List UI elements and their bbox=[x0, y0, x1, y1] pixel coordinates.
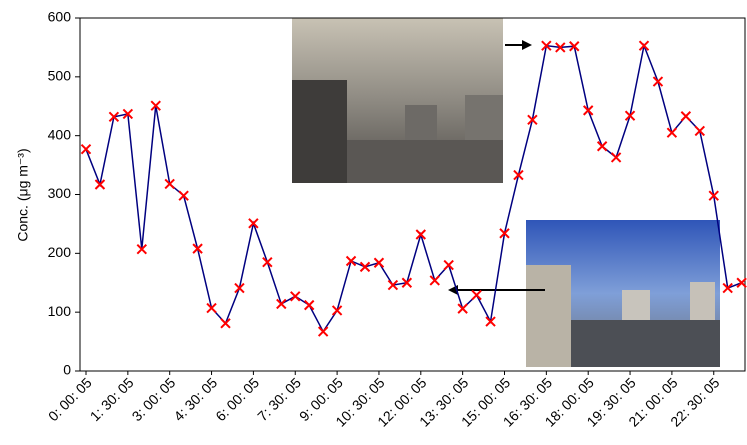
chart: Conc. (μg m⁻³) 0 100 200 300 400 500 600 0: 00:… bbox=[0, 0, 747, 445]
data-marker bbox=[416, 230, 425, 239]
data-marker bbox=[667, 128, 676, 137]
data-marker bbox=[472, 291, 481, 300]
y-tick-label: 200 bbox=[48, 244, 72, 260]
data-marker bbox=[347, 256, 356, 265]
data-marker bbox=[82, 145, 91, 154]
data-marker bbox=[319, 327, 328, 336]
clear-photo bbox=[526, 220, 720, 367]
data-marker bbox=[305, 301, 314, 310]
data-marker bbox=[374, 258, 383, 267]
data-marker bbox=[263, 258, 272, 267]
y-tick-label: 100 bbox=[48, 303, 72, 319]
data-marker bbox=[444, 261, 453, 270]
data-marker bbox=[653, 77, 662, 86]
data-marker bbox=[458, 304, 467, 313]
data-marker bbox=[333, 306, 342, 315]
x-tick-label: 4: 30: 05 bbox=[170, 374, 220, 424]
data-marker bbox=[291, 292, 300, 301]
y-tick-label: 600 bbox=[48, 9, 72, 25]
y-tick-label: 500 bbox=[48, 68, 72, 84]
y-tick-label: 400 bbox=[48, 126, 72, 142]
x-tick-label: 0: 00: 05 bbox=[45, 374, 95, 424]
data-marker bbox=[221, 319, 230, 328]
data-marker bbox=[361, 262, 370, 271]
data-marker bbox=[179, 191, 188, 200]
data-marker bbox=[612, 153, 621, 162]
x-tick-label: 3: 00: 05 bbox=[129, 374, 179, 424]
x-tick-label: 1: 30: 05 bbox=[87, 374, 137, 424]
data-marker bbox=[598, 142, 607, 151]
y-axis-label: Conc. (μg m⁻³) bbox=[15, 148, 31, 241]
y-tick-label: 0 bbox=[63, 362, 71, 378]
x-tick-label: 7: 30: 05 bbox=[254, 374, 304, 424]
x-tick-label: 6: 00: 05 bbox=[212, 374, 262, 424]
data-marker bbox=[430, 276, 439, 285]
y-tick-label: 300 bbox=[48, 185, 72, 201]
data-marker bbox=[277, 299, 286, 308]
smog-photo bbox=[292, 18, 503, 183]
data-marker bbox=[681, 112, 690, 121]
